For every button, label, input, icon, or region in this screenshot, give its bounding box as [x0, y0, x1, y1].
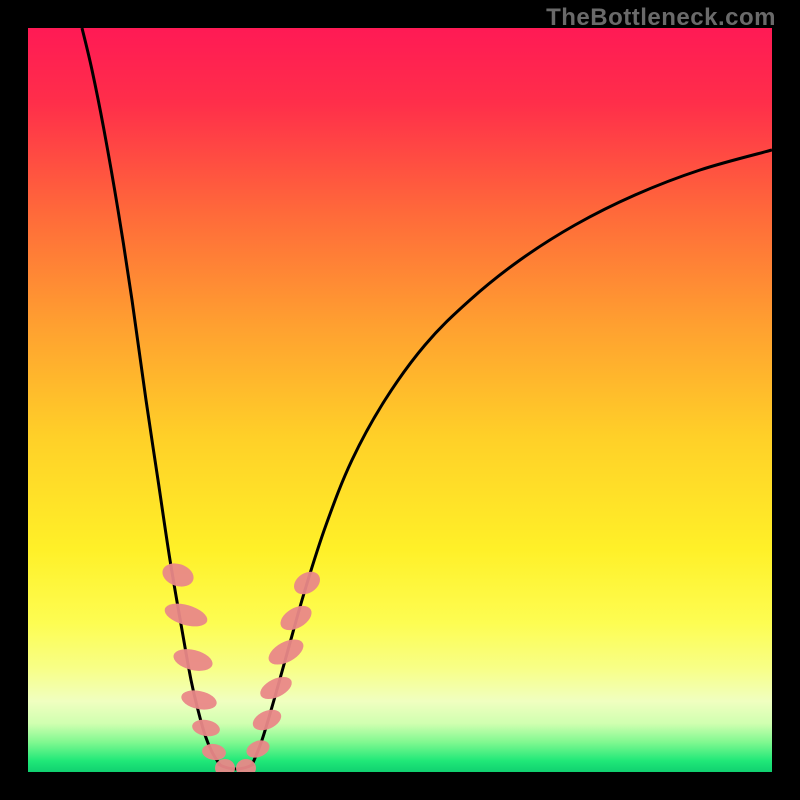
frame-bottom — [0, 772, 800, 800]
frame-right — [772, 0, 800, 800]
frame-left — [0, 0, 28, 800]
bottleneck-chart — [0, 0, 800, 800]
gradient-background — [28, 28, 772, 772]
watermark-text: TheBottleneck.com — [546, 4, 776, 32]
